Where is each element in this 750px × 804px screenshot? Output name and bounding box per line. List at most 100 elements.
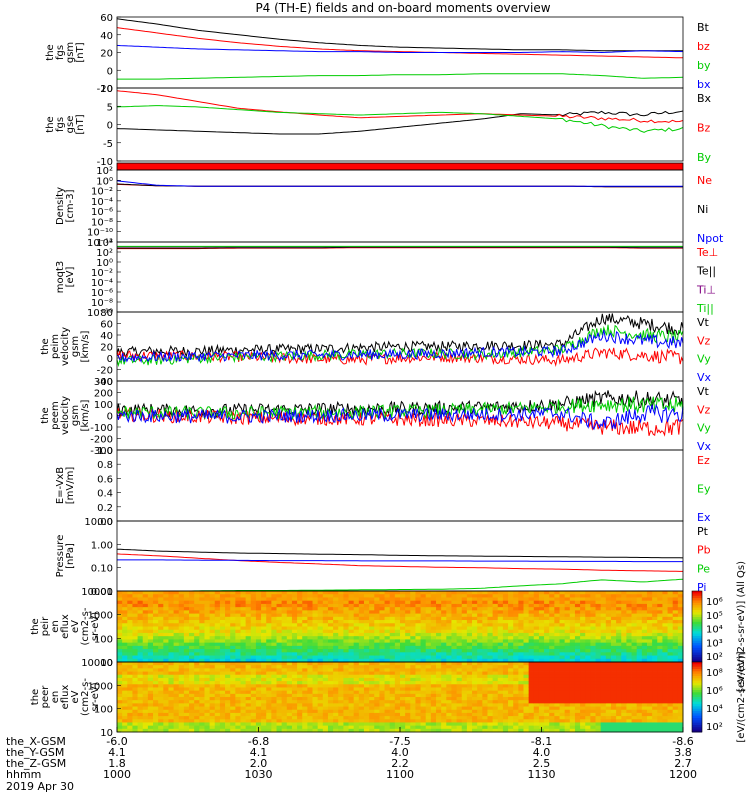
spectrogram-cell <box>472 719 478 723</box>
spectrogram-cell <box>616 620 622 624</box>
spectrogram-cell <box>503 630 509 634</box>
spectrogram-cell <box>189 681 195 685</box>
spectrogram-cell <box>240 607 246 611</box>
spectrogram-cell <box>117 636 123 640</box>
spectrogram-cell <box>148 614 154 618</box>
spectrogram-cell <box>189 591 195 595</box>
legend-entry: Vz <box>697 334 711 347</box>
spectrogram-cell <box>446 656 452 660</box>
spectrogram-cell <box>462 694 468 698</box>
spectrogram-cell <box>127 597 133 601</box>
spectrogram-cell <box>148 649 154 653</box>
plot-title: P4 (TH-E) fields and on-board moments ov… <box>255 1 550 15</box>
spectrogram-cell <box>529 633 535 637</box>
spectrogram-cell <box>395 617 401 621</box>
spectrogram-cell <box>215 614 221 618</box>
spectrogram-cell <box>513 627 519 631</box>
spectrogram-cell <box>554 604 560 608</box>
spectrogram-cell <box>601 678 607 682</box>
spectrogram-cell <box>457 614 463 618</box>
spectrogram-cell <box>549 623 555 627</box>
spectrogram-cell <box>122 684 128 688</box>
spectrogram-cell <box>277 639 283 643</box>
spectrogram-cell <box>616 617 622 621</box>
spectrogram-cell <box>235 617 241 621</box>
spectrogram-cell <box>215 633 221 637</box>
spectrogram-cell <box>246 636 252 640</box>
spectrogram-cell <box>503 591 509 595</box>
spectrogram-cell <box>235 623 241 627</box>
spectrogram-cell <box>168 675 174 679</box>
spectrogram-cell <box>256 652 262 656</box>
spectrogram-cell <box>487 700 493 704</box>
spectrogram-cell <box>477 617 483 621</box>
spectrogram-cell <box>508 694 514 698</box>
spectrogram-cell <box>328 687 334 691</box>
spectrogram-cell <box>122 627 128 631</box>
spectrogram-cell <box>215 656 221 660</box>
spectrogram-cell <box>606 643 612 647</box>
spectrogram-cell <box>359 691 365 695</box>
series-line-Bx <box>117 111 683 134</box>
spectrogram-cell <box>539 700 545 704</box>
spectrogram-cell <box>570 672 576 676</box>
spectrogram-cell <box>127 643 133 647</box>
spectrogram-cell <box>127 646 133 650</box>
spectrogram-cell <box>565 607 571 611</box>
spectrogram-cell <box>498 668 504 672</box>
spectrogram-cell <box>343 684 349 688</box>
spectrogram-cell <box>246 684 252 688</box>
spectrogram-cell <box>292 716 298 720</box>
spectrogram-cell <box>204 617 210 621</box>
spectrogram-cell <box>235 652 241 656</box>
spectrogram-cell <box>570 700 576 704</box>
spectrogram-cell <box>179 636 185 640</box>
spectrogram-cell <box>246 700 252 704</box>
spectrogram-cell <box>400 630 406 634</box>
spectrogram-cell <box>282 652 288 656</box>
spectrogram-cell <box>554 716 560 720</box>
spectrogram-cell <box>132 617 138 621</box>
spectrogram-cell <box>158 710 164 714</box>
spectrogram-cell <box>673 630 679 634</box>
spectrogram-cell <box>297 604 303 608</box>
spectrogram-cell <box>642 687 648 691</box>
spectrogram-cell <box>621 684 627 688</box>
spectrogram-cell <box>565 675 571 679</box>
spectrogram-cell <box>246 678 252 682</box>
spectrogram-cell <box>508 649 514 653</box>
spectrogram-cell <box>482 617 488 621</box>
spectrogram-cell <box>246 591 252 595</box>
spectrogram-cell <box>611 639 617 643</box>
spectrogram-cell <box>338 722 344 726</box>
spectrogram-cell <box>616 719 622 723</box>
spectrogram-cell <box>668 607 674 611</box>
spectrogram-cell <box>385 668 391 672</box>
spectrogram-cell <box>246 649 252 653</box>
spectrogram-cell <box>415 707 421 711</box>
spectrogram-cell <box>204 672 210 676</box>
spectrogram-cell <box>179 643 185 647</box>
spectrogram-cell <box>282 716 288 720</box>
spectrogram-cell <box>374 614 380 618</box>
spectrogram-cell <box>632 617 638 621</box>
spectrogram-cell <box>554 687 560 691</box>
spectrogram-cell <box>138 707 144 711</box>
spectrogram-cell <box>415 652 421 656</box>
spectrogram-cell <box>349 700 355 704</box>
spectrogram-cell <box>271 719 277 723</box>
spectrogram-cell <box>287 687 293 691</box>
spectrogram-cell <box>400 636 406 640</box>
spectrogram-cell <box>302 675 308 679</box>
spectrogram-cell <box>565 700 571 704</box>
spectrogram-cell <box>539 636 545 640</box>
spectrogram-cell <box>313 697 319 701</box>
spectrogram-cell <box>560 700 566 704</box>
spectrogram-cell <box>523 694 529 698</box>
spectrogram-cell <box>534 710 540 714</box>
spectrogram-cell <box>225 703 231 707</box>
spectrogram-cell <box>138 639 144 643</box>
spectrogram-cell <box>132 703 138 707</box>
spectrogram-cell <box>338 604 344 608</box>
spectrogram-cell <box>436 697 442 701</box>
